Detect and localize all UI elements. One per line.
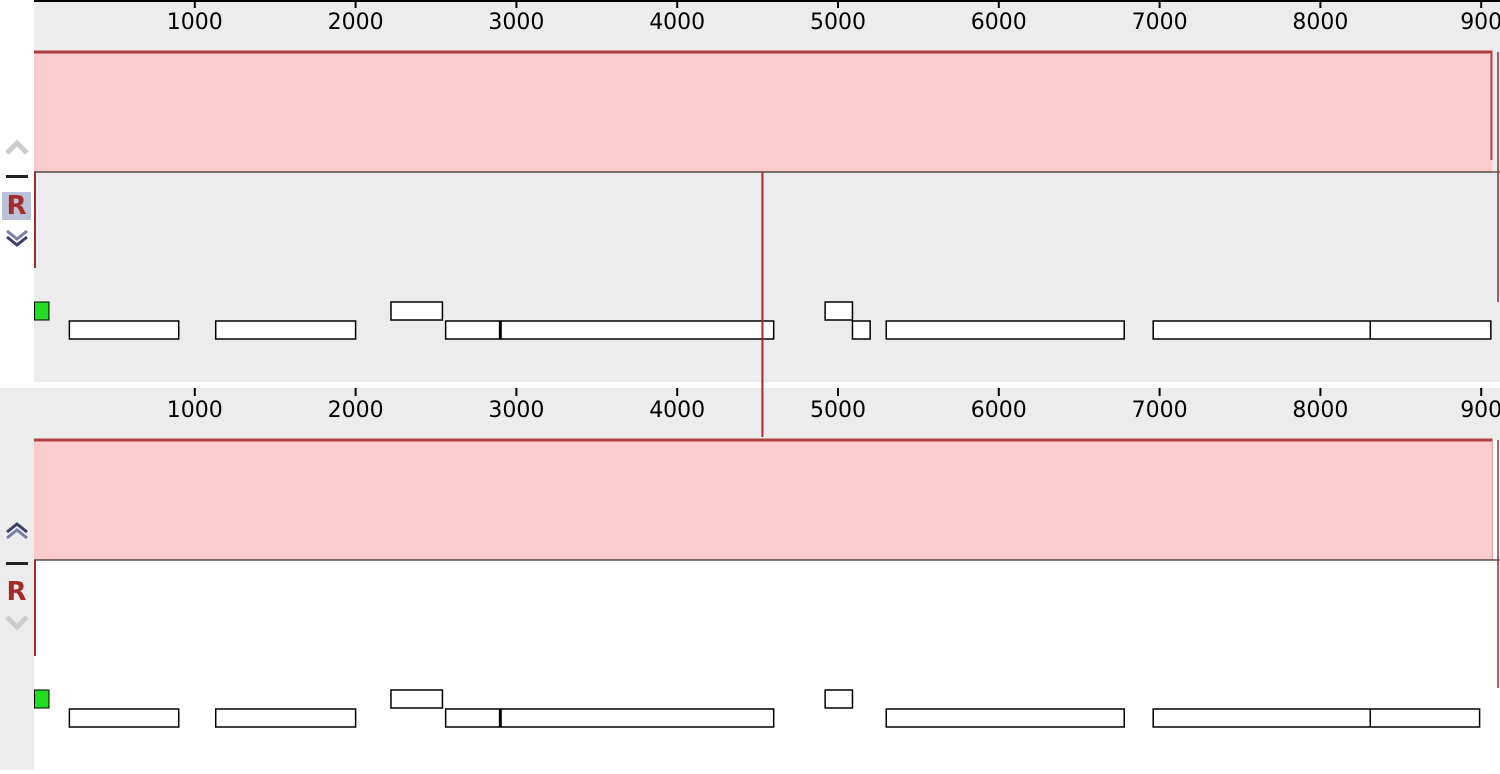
ruler-tick-label: 4000 — [649, 10, 705, 35]
chevron-up-icon — [5, 139, 29, 155]
feature-track-background — [34, 172, 1500, 382]
genome-track-2[interactable]: 1000 2000 3000 4000 5000 6000 7000 8000 900 — [34, 388, 1500, 770]
gene-feature[interactable] — [390, 689, 444, 709]
gene-feature[interactable] — [885, 708, 1125, 728]
minimize-icon[interactable] — [6, 175, 28, 178]
ruler-tick-label: 4000 — [649, 398, 705, 423]
gene-feature[interactable] — [851, 320, 871, 340]
coverage-tail — [1492, 52, 1500, 172]
gene-feature[interactable] — [214, 708, 357, 728]
gene-feature[interactable] — [390, 301, 444, 321]
gene-feature[interactable] — [68, 320, 180, 340]
reverse-complement-button[interactable]: R — [2, 192, 31, 220]
gene-feature[interactable] — [885, 320, 1125, 340]
ruler-tick-label: 7000 — [1132, 10, 1188, 35]
ruler-tick-label: 6000 — [971, 398, 1027, 423]
green-feature[interactable] — [34, 301, 50, 321]
ruler-background — [34, 0, 1500, 52]
ruler-tick-label: 7000 — [1132, 398, 1188, 423]
ruler-background — [34, 388, 1500, 440]
chevron-down-icon — [5, 615, 29, 631]
ruler-tick-label: 3000 — [488, 10, 544, 35]
move-down-button[interactable] — [4, 610, 30, 636]
gene-feature[interactable] — [444, 320, 775, 340]
panel-separator — [0, 382, 1500, 388]
panel-2-controls: R — [0, 388, 34, 770]
gene-feature[interactable] — [214, 320, 357, 340]
ruler-tick-label: 1000 — [167, 398, 223, 423]
genome-track-1[interactable]: 1000 2000 3000 4000 5000 6000 7000 8000 900 — [34, 0, 1500, 382]
feature-track-background — [34, 560, 1500, 770]
ruler-tick-label: 8000 — [1292, 398, 1348, 423]
panel-1-controls: R — [0, 0, 34, 382]
reverse-complement-button[interactable]: R — [6, 577, 27, 607]
gene-feature[interactable] — [1152, 320, 1492, 340]
ruler-tick-label: 900 — [1460, 398, 1500, 423]
double-chevron-down-icon — [6, 229, 28, 247]
gutter-bottom-strip — [0, 770, 34, 774]
ruler-tick-label: 900 — [1460, 10, 1500, 35]
gene-feature[interactable] — [444, 708, 775, 728]
ruler-tick-label: 6000 — [971, 10, 1027, 35]
coverage-tail — [1492, 440, 1500, 560]
move-up-button[interactable] — [4, 518, 30, 544]
coverage-profile — [34, 440, 1493, 560]
gene-feature[interactable] — [68, 708, 180, 728]
ruler-tick-label: 8000 — [1292, 10, 1348, 35]
position-cursor — [761, 172, 764, 437]
gene-feature[interactable] — [1152, 708, 1481, 728]
ruler-tick-label: 1000 — [167, 10, 223, 35]
double-chevron-up-icon — [6, 522, 28, 540]
ruler-tick-label: 2000 — [328, 398, 384, 423]
ruler-tick-label: 3000 — [488, 398, 544, 423]
green-feature[interactable] — [34, 689, 50, 709]
move-up-button[interactable] — [4, 134, 30, 160]
ruler-tick-label: 5000 — [810, 10, 866, 35]
genome-panel-1[interactable]: 1000 2000 3000 4000 5000 6000 7000 8000 900 — [34, 0, 1500, 382]
coverage-profile — [34, 52, 1493, 172]
ruler-tick-label: 5000 — [810, 398, 866, 423]
gene-feature[interactable] — [824, 689, 854, 709]
genome-panel-2[interactable]: 1000 2000 3000 4000 5000 6000 7000 8000 900 — [34, 388, 1500, 770]
minimize-icon[interactable] — [6, 562, 28, 565]
ruler-tick-label: 2000 — [328, 10, 384, 35]
move-down-button[interactable] — [4, 225, 30, 251]
gene-feature[interactable] — [824, 301, 854, 321]
